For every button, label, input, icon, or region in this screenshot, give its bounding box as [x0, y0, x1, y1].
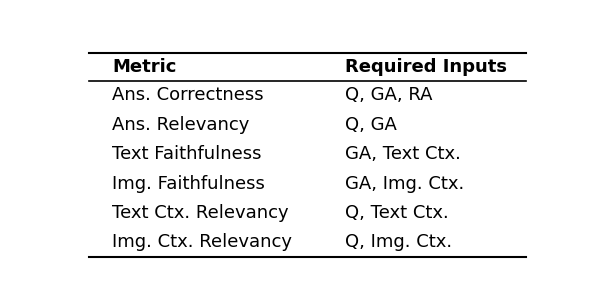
- Text: Img. Faithfulness: Img. Faithfulness: [112, 175, 265, 193]
- Text: Q, Text Ctx.: Q, Text Ctx.: [344, 204, 448, 222]
- Text: GA, Text Ctx.: GA, Text Ctx.: [344, 145, 461, 163]
- Text: Q, GA, RA: Q, GA, RA: [344, 86, 432, 104]
- Text: GA, Img. Ctx.: GA, Img. Ctx.: [344, 175, 464, 193]
- Text: Q, GA: Q, GA: [344, 116, 397, 134]
- Text: Text Faithfulness: Text Faithfulness: [112, 145, 262, 163]
- Text: Text Ctx. Relevancy: Text Ctx. Relevancy: [112, 204, 289, 222]
- Text: Metric: Metric: [112, 58, 176, 76]
- Text: Q, Img. Ctx.: Q, Img. Ctx.: [344, 233, 452, 252]
- Text: Img. Ctx. Relevancy: Img. Ctx. Relevancy: [112, 233, 292, 252]
- Text: Ans. Relevancy: Ans. Relevancy: [112, 116, 250, 134]
- Text: Ans. Correctness: Ans. Correctness: [112, 86, 264, 104]
- Text: Required Inputs: Required Inputs: [344, 58, 506, 76]
